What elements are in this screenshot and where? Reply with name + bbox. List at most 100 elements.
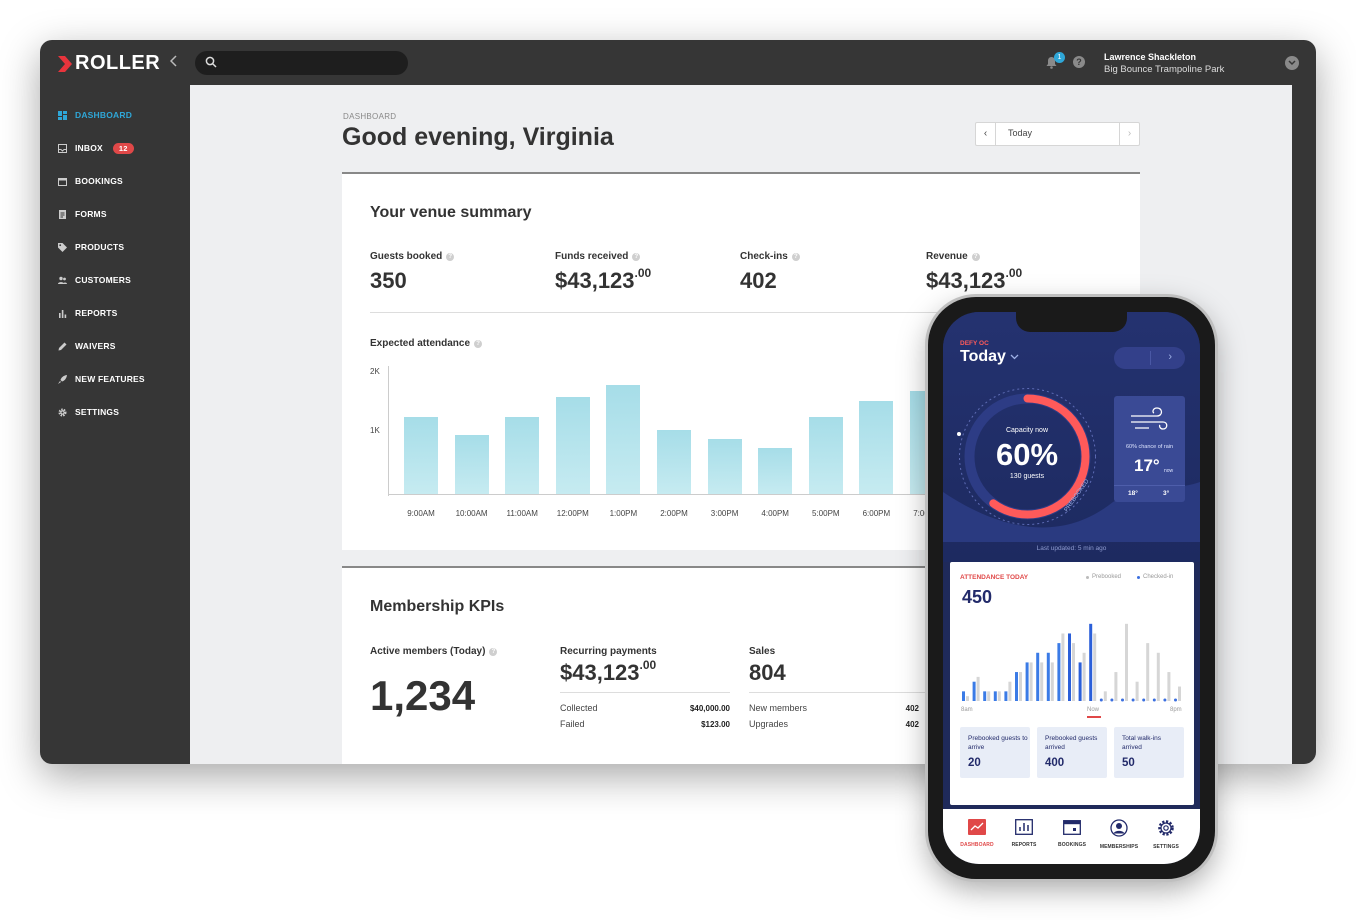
mobile-tab-bar: DASHBOARD REPORTS BOOKINGS MEMBERSHIPS S… (943, 809, 1200, 864)
attendance-bar[interactable] (657, 430, 691, 494)
attendance-bar[interactable] (404, 417, 438, 494)
help-icon[interactable]: ? (1073, 56, 1085, 68)
divider (1150, 351, 1151, 365)
y-axis-line (388, 366, 389, 496)
date-prev-button[interactable]: ‹ (976, 123, 996, 145)
attendance-bar[interactable] (859, 400, 894, 494)
prebooked-bar (1072, 643, 1075, 701)
sidebar-item-label: BOOKINGS (75, 176, 123, 186)
checked-in-bar (1068, 633, 1071, 701)
attendance-bar[interactable] (707, 439, 742, 494)
prebooked-bar (966, 696, 969, 701)
info-icon[interactable]: ? (971, 252, 980, 261)
x-tick-label: 4:00PM (761, 509, 789, 518)
attendance-bar[interactable] (606, 384, 641, 494)
sidebar-item-dashboard[interactable]: DASHBOARD (58, 107, 132, 123)
weather-card: 60% chance of rain 17° now 18° 3° (1114, 396, 1185, 502)
legend-prebooked: Prebooked (1086, 574, 1121, 580)
info-icon[interactable]: ? (446, 252, 455, 261)
tab-reports[interactable]: REPORTS (1000, 819, 1048, 848)
sidebar-item-products[interactable]: PRODUCTS (58, 239, 124, 255)
day-selector[interactable]: Today (960, 348, 1019, 366)
tab-settings[interactable]: SETTINGS (1142, 819, 1190, 850)
date-next-button[interactable]: › (1119, 123, 1139, 145)
user-menu-button[interactable] (1285, 56, 1299, 70)
search-bar[interactable] (195, 51, 408, 75)
attendance-bar[interactable] (454, 434, 489, 494)
sidebar-item-waivers[interactable]: WAIVERS (58, 338, 116, 354)
day-next-button[interactable]: › (1168, 351, 1172, 363)
search-input[interactable] (225, 53, 400, 73)
x-label-now: Now (1087, 707, 1100, 713)
info-icon[interactable]: ? (632, 252, 641, 261)
roller-logo[interactable]: ROLLER (58, 52, 160, 75)
tab-bookings[interactable]: BOOKINGS (1048, 819, 1096, 848)
venue-name[interactable]: Big Bounce Trampoline Park (1104, 64, 1225, 75)
info-icon[interactable]: ? (474, 339, 483, 348)
y-tick-label: 2K (370, 367, 380, 376)
new-members-value: 402 (905, 704, 919, 713)
date-value[interactable]: Today (1008, 128, 1033, 138)
chart-title: Expected attendance? (370, 338, 483, 349)
phone-notch (1016, 312, 1127, 332)
y-tick-label: 1K (370, 426, 380, 435)
prebooked-bar (1029, 662, 1033, 701)
calendar-icon (58, 177, 67, 186)
sidebar-item-reports[interactable]: REPORTS (58, 305, 118, 321)
tab-dashboard[interactable]: DASHBOARD (953, 819, 1001, 848)
mobile-phone: DEFY OC Today › PREBOOKED Capacity now 6… (928, 297, 1215, 879)
rocket-icon (58, 374, 67, 384)
sidebar-item-inbox[interactable]: INBOX 12 (58, 140, 134, 156)
tile-prebooked-arrived[interactable]: Prebooked guests arrived 400 (1037, 727, 1107, 778)
collapse-sidebar-button[interactable] (169, 54, 178, 72)
sidebar-item-label: INBOX (75, 143, 103, 153)
capacity-gauge: PREBOOKED (957, 388, 1096, 525)
date-picker[interactable]: ‹ Today › (975, 122, 1140, 146)
sidebar-item-bookings[interactable]: BOOKINGS (58, 173, 123, 189)
tab-label: BOOKINGS (1057, 842, 1087, 848)
page-title: Good evening, Virginia (342, 123, 614, 151)
divider (749, 692, 929, 693)
x-tick-label: 10:00AM (455, 509, 488, 518)
sidebar-item-label: SETTINGS (75, 407, 120, 417)
tag-icon (58, 242, 67, 252)
attendance-bar[interactable] (758, 447, 793, 494)
prebooked-bar (1156, 652, 1160, 701)
sidebar-item-label: NEW FEATURES (75, 374, 145, 384)
tile-prebooked-to-arrive[interactable]: Prebooked guests to arrive 20 (960, 727, 1030, 778)
upgrades-label: Upgrades (749, 719, 789, 729)
gear-icon (1158, 820, 1174, 836)
attendance-bar[interactable] (505, 417, 540, 494)
day-prev-button[interactable] (1114, 347, 1150, 369)
stat-value-text: $43,123 (555, 268, 635, 293)
x-tick-label: 9:00AM (407, 509, 435, 518)
checked-in-dot (1174, 698, 1177, 702)
tile-walk-ins[interactable]: Total walk-ins arrived 50 (1114, 727, 1184, 778)
info-icon[interactable]: ? (791, 252, 800, 261)
x-tick-label: 3:00PM (710, 509, 739, 518)
stat-value: $43,123.00 (555, 266, 651, 294)
attendance-bar[interactable] (555, 396, 590, 494)
tab-memberships[interactable]: MEMBERSHIPS (1095, 819, 1143, 850)
x-tick-label: 12:00PM (556, 509, 589, 518)
sidebar-item-new-features[interactable]: NEW FEATURES (58, 371, 145, 387)
prebooked-bar (1082, 652, 1086, 701)
sidebar-item-settings[interactable]: SETTINGS (58, 404, 119, 420)
sidebar-item-forms[interactable]: FORMS (58, 206, 107, 222)
stat-value: 402 (740, 268, 777, 294)
gauge-progress-arc (965, 394, 1090, 519)
attendance-card: ATTENDANCE TODAY Prebooked Checked-in 45… (950, 562, 1194, 805)
info-icon[interactable]: ? (489, 647, 498, 656)
stat-value-text: $43,123 (560, 660, 640, 685)
prebooked-bar (997, 691, 1001, 701)
x-tick-label: 5:00PM (812, 509, 840, 518)
sidebar-item-customers[interactable]: CUSTOMERS (58, 272, 131, 288)
user-name[interactable]: Lawrence Shackleton (1104, 52, 1197, 62)
capacity-guests: 130 guests (1009, 473, 1045, 480)
legend-dot (1137, 575, 1140, 579)
day-nav[interactable]: › (1114, 347, 1185, 369)
gauge-outer-ring (959, 388, 1096, 525)
stat-label: Check-ins? (740, 251, 800, 262)
attendance-bar[interactable] (808, 417, 843, 494)
top-bar: ROLLER 1 ? Lawrence Shackleton Big Bounc… (40, 40, 1316, 85)
